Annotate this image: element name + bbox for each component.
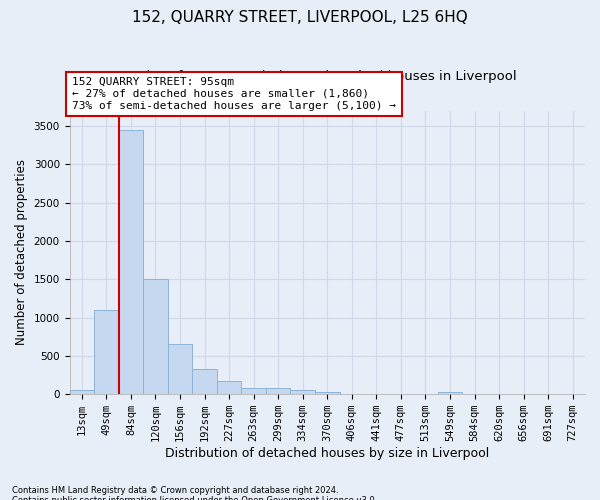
Bar <box>266 388 290 394</box>
Text: 152, QUARRY STREET, LIVERPOOL, L25 6HQ: 152, QUARRY STREET, LIVERPOOL, L25 6HQ <box>132 10 468 25</box>
Bar <box>241 388 266 394</box>
Text: Contains public sector information licensed under the Open Government Licence v3: Contains public sector information licen… <box>12 496 377 500</box>
Bar <box>192 369 217 394</box>
Bar <box>70 390 94 394</box>
Text: 152 QUARRY STREET: 95sqm
← 27% of detached houses are smaller (1,860)
73% of sem: 152 QUARRY STREET: 95sqm ← 27% of detach… <box>72 78 396 110</box>
Text: Contains HM Land Registry data © Crown copyright and database right 2024.: Contains HM Land Registry data © Crown c… <box>12 486 338 495</box>
Title: Size of property relative to detached houses in Liverpool: Size of property relative to detached ho… <box>138 70 517 83</box>
Bar <box>168 344 192 394</box>
Bar <box>94 310 119 394</box>
Y-axis label: Number of detached properties: Number of detached properties <box>15 160 28 346</box>
Bar <box>315 392 340 394</box>
Bar <box>143 279 168 394</box>
Bar <box>290 390 315 394</box>
Bar <box>119 130 143 394</box>
Bar <box>217 381 241 394</box>
Bar <box>438 392 462 394</box>
X-axis label: Distribution of detached houses by size in Liverpool: Distribution of detached houses by size … <box>165 447 490 460</box>
